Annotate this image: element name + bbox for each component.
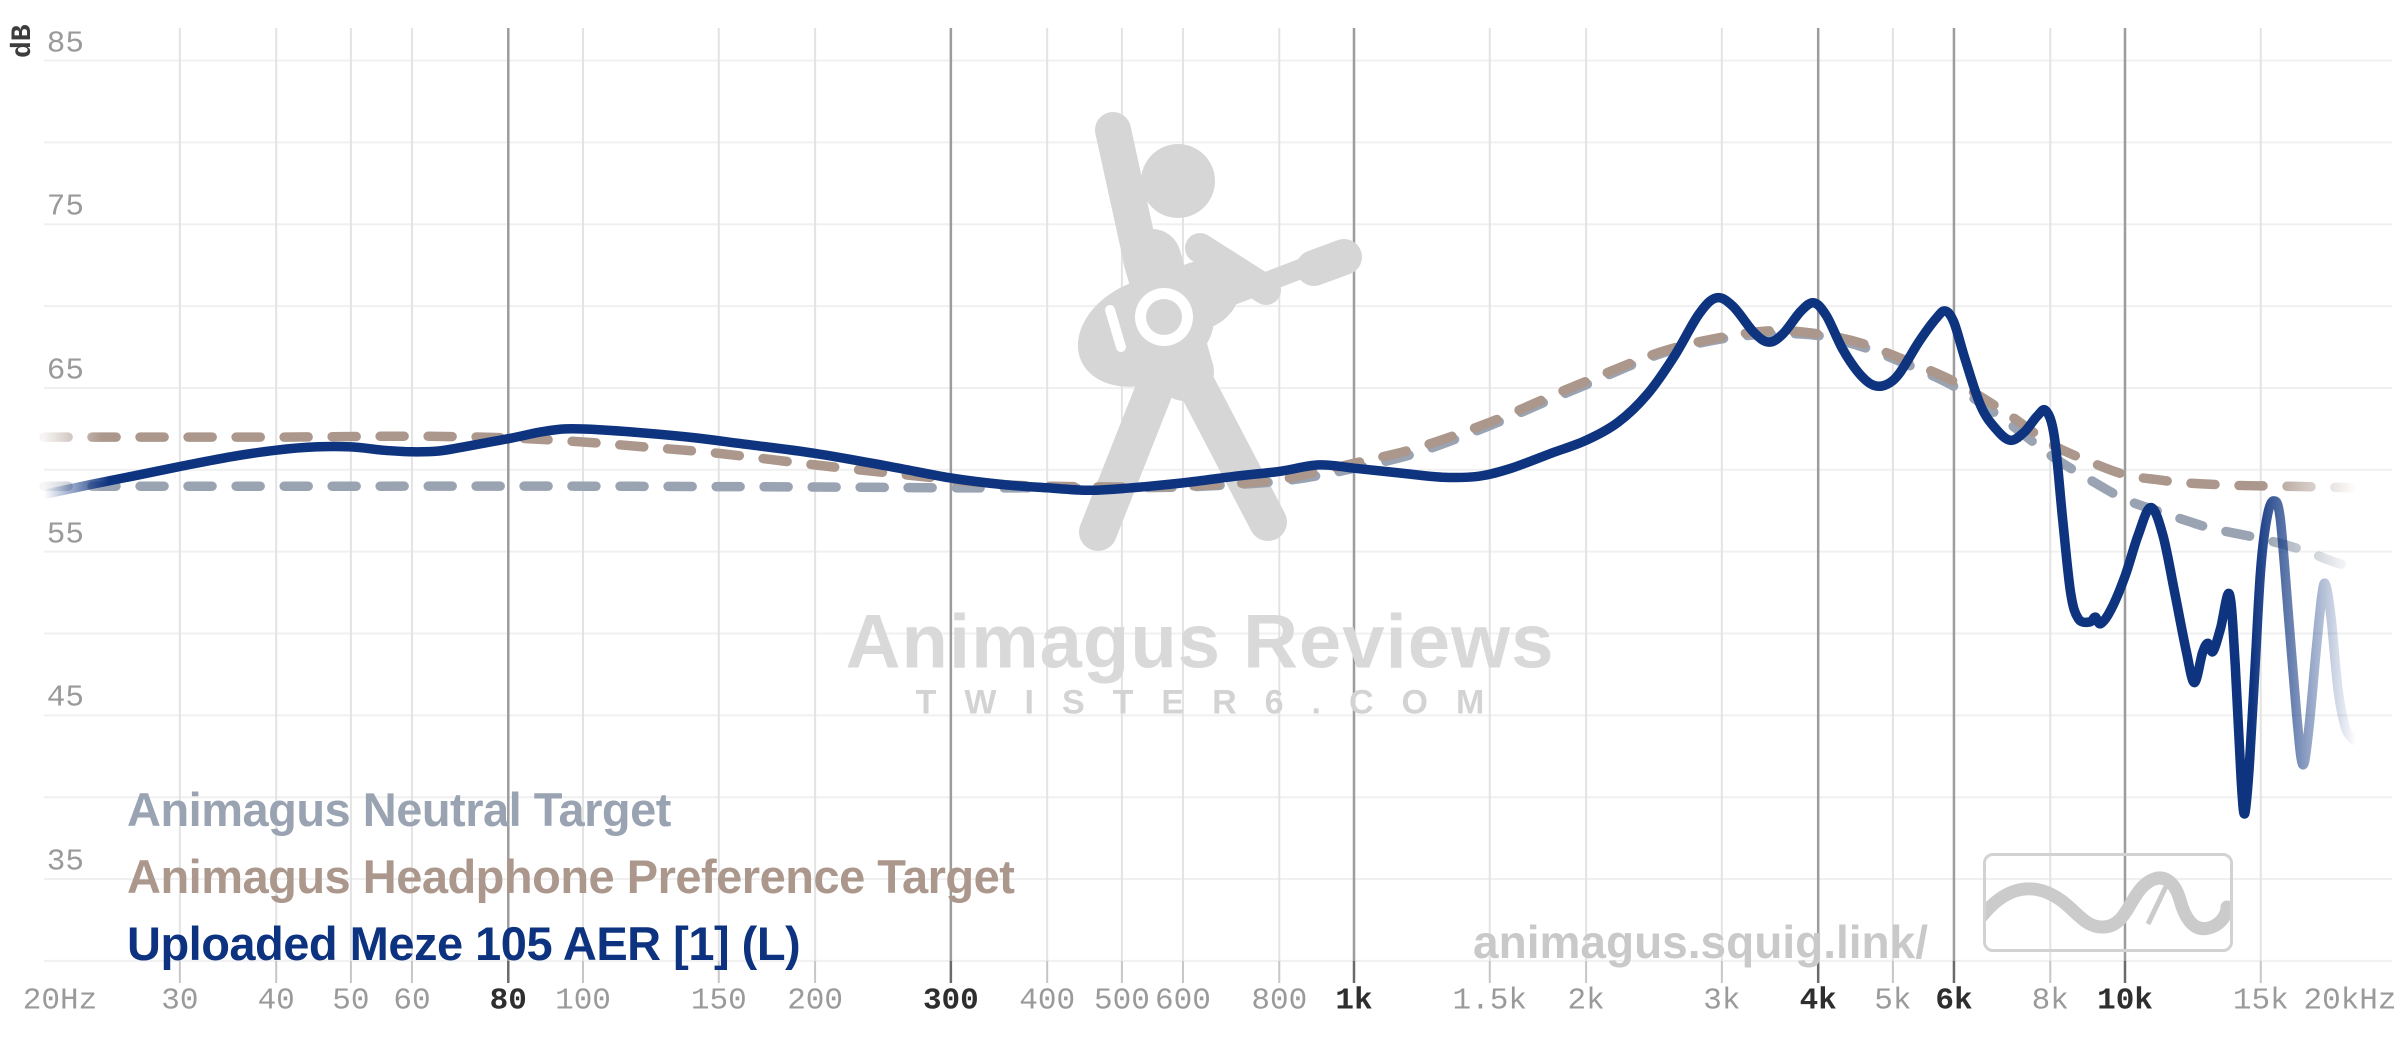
squiglink-logo — [1983, 853, 2233, 952]
legend: Animagus Neutral Target Animagus Headpho… — [127, 776, 1015, 977]
x-tick-label: 50 — [332, 983, 370, 1019]
x-tick-label: 1.5k — [1452, 983, 1527, 1019]
x-tick-label: 600 — [1155, 983, 1211, 1019]
y-tick-label: 65 — [46, 353, 84, 389]
x-tick-label: 1k — [1335, 983, 1373, 1019]
x-tick-label: 40 — [257, 983, 295, 1019]
watermark-title: Animagus Reviews — [845, 599, 1555, 685]
x-tick-label: 10k — [2097, 983, 2153, 1019]
x-tick-label: 4k — [1799, 983, 1837, 1019]
x-tick-label: 8k — [2031, 983, 2069, 1019]
x-tick-label: 100 — [555, 983, 611, 1019]
x-tick-label: 20Hz — [22, 983, 98, 1019]
y-axis-unit-label: dB — [8, 24, 39, 58]
watermark-url: animagus.squig.link/ — [1473, 916, 1928, 968]
x-tick-label: 400 — [1019, 983, 1076, 1019]
y-tick-label: 55 — [46, 517, 84, 553]
legend-item-neutral-target: Animagus Neutral Target — [127, 783, 671, 836]
y-tick-label: 75 — [46, 189, 84, 225]
x-tick-label: 80 — [489, 983, 527, 1019]
y-tick-label: 35 — [46, 844, 84, 880]
x-tick-label: 300 — [922, 983, 979, 1019]
legend-item-uploaded-measurement: Uploaded Meze 105 AER [1] (L) — [127, 917, 801, 970]
y-tick-label: 85 — [46, 26, 84, 62]
x-tick-label: 150 — [690, 983, 747, 1019]
y-tick-label: 45 — [46, 680, 84, 716]
x-tick-label: 200 — [787, 983, 843, 1019]
x-tick-label: 2k — [1567, 983, 1605, 1019]
legend-item-preference-target: Animagus Headphone Preference Target — [127, 850, 1015, 903]
x-tick-label: 20kHz — [2303, 983, 2397, 1019]
series-curve-2 — [43, 292, 2360, 819]
x-tick-label: 6k — [1935, 983, 1973, 1019]
squiggle-icon — [1986, 871, 2230, 936]
x-tick-label: 3k — [1703, 983, 1741, 1019]
series-curve-1 — [39, 325, 2362, 493]
watermark-subtitle: TWISTER6.COM — [915, 683, 1513, 722]
x-tick-label: 60 — [393, 983, 431, 1019]
x-tick-label: 500 — [1093, 983, 1150, 1019]
x-tick-label: 15k — [2232, 983, 2289, 1019]
x-tick-label: 30 — [161, 983, 199, 1019]
x-tick-label: 5k — [1874, 983, 1912, 1019]
x-tick-label: 800 — [1251, 983, 1308, 1019]
